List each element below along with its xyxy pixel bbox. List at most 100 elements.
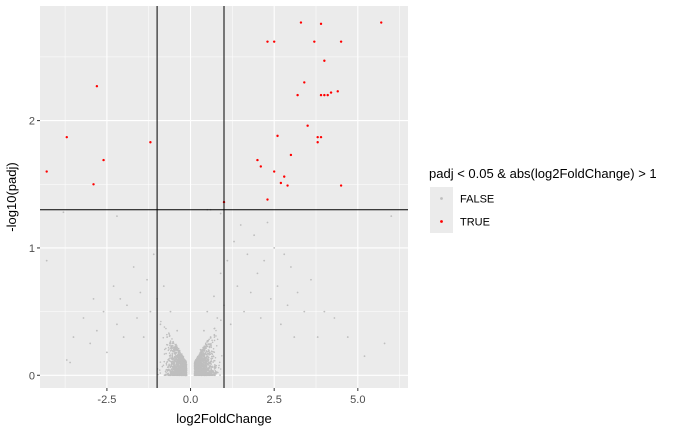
nonsignificant-point [269,297,272,300]
significant-point [323,59,326,62]
y-tick-label: 0 [29,370,35,382]
nonsignificant-point [286,304,289,307]
nonsignificant-point [95,329,98,332]
significant-point [289,153,293,157]
nonsignificant-point [273,247,276,249]
significant-point [323,93,326,97]
nonsignificant-point [266,221,269,224]
nonsignificant-point [243,310,245,313]
nonsignificant-point [82,317,85,319]
nonsignificant-point [102,310,105,313]
significant-point [92,183,95,186]
nonsignificant-point [132,266,135,268]
significant-point [149,141,152,144]
nonsignificant-point [126,304,128,307]
nonsignificant-point [149,310,152,313]
nonsignificant-point [106,351,108,354]
nonsignificant-point [290,266,292,268]
significant-point [380,21,383,24]
significant-point [272,170,276,173]
significant-point [303,81,306,84]
nonsignificant-point [139,291,142,294]
significant-point [286,184,289,187]
nonsignificant-point [179,355,182,358]
significant-point [319,22,323,26]
nonsignificant-point [316,336,319,338]
nonsignificant-point [216,317,219,319]
nonsignificant-point [236,285,239,288]
nonsignificant-point [72,336,75,338]
nonsignificant-point [213,295,215,298]
nonsignificant-point [69,361,72,364]
nonsignificant-point [293,336,296,338]
significant-point [272,40,276,43]
nonsignificant-point [142,336,145,338]
y-tick-label: 2 [29,116,35,128]
significant-point [313,40,316,43]
nonsignificant-point [246,253,249,256]
nonsignificant-point [219,212,222,215]
nonsignificant-point [279,323,282,326]
significant-point [306,124,309,127]
significant-point [45,170,48,173]
significant-point [65,135,68,139]
significant-point [266,198,269,201]
significant-point [316,141,319,144]
nonsignificant-point [276,285,279,288]
significant-point [299,21,303,24]
nonsignificant-point [259,317,262,319]
nonsignificant-point [283,253,286,256]
nonsignificant-point [162,285,165,288]
significant-point [276,134,279,138]
nonsignificant-point [263,259,266,262]
significant-point [266,40,269,43]
nonsignificant-point-cloud [156,319,223,377]
nonsignificant-point [239,224,242,226]
x-tick-label: 5.0 [350,394,365,406]
significant-point [336,90,339,93]
nonsignificant-point [233,240,235,243]
nonsignificant-point [172,346,175,349]
y-tick-label: 1 [29,243,35,255]
x-tick-label: 2.5 [267,394,282,406]
nonsignificant-point [296,291,299,294]
nonsignificant-point [146,278,148,281]
nonsignificant-point [65,359,68,361]
nonsignificant-point [92,297,95,300]
significant-point [259,165,262,168]
nonsignificant-point [116,215,118,218]
significant-point [326,93,329,97]
significant-point [102,158,105,162]
significant-point [296,93,299,97]
nonsignificant-point [390,215,393,218]
nonsignificant-point [323,310,326,313]
nonsignificant-point [203,329,205,332]
x-axis-title: log2FoldChange [176,411,271,426]
significant-point [319,135,323,139]
nonsignificant-point [116,323,118,326]
nonsignificant-point [169,310,172,313]
significant-point [283,175,286,178]
nonsignificant-point [45,259,48,262]
nonsignificant-point [122,336,125,338]
nonsignificant-point [89,342,92,345]
nonsignificant-point [249,291,252,294]
x-tick-label: 0.0 [183,394,198,406]
significant-point [339,40,343,43]
legend-key-true [440,220,443,223]
legend-label-true: TRUE [460,217,490,229]
significant-point [316,135,319,139]
nonsignificant-point [226,259,229,262]
significant-point [256,158,259,162]
significant-point [95,85,99,88]
significant-point [279,181,283,185]
nonsignificant-point [112,285,115,288]
nonsignificant-point [229,323,232,326]
significant-point [329,91,333,94]
nonsignificant-point [166,336,169,338]
legend-label-false: FALSE [460,194,494,206]
nonsignificant-point [119,297,122,300]
nonsignificant-point [206,310,209,313]
